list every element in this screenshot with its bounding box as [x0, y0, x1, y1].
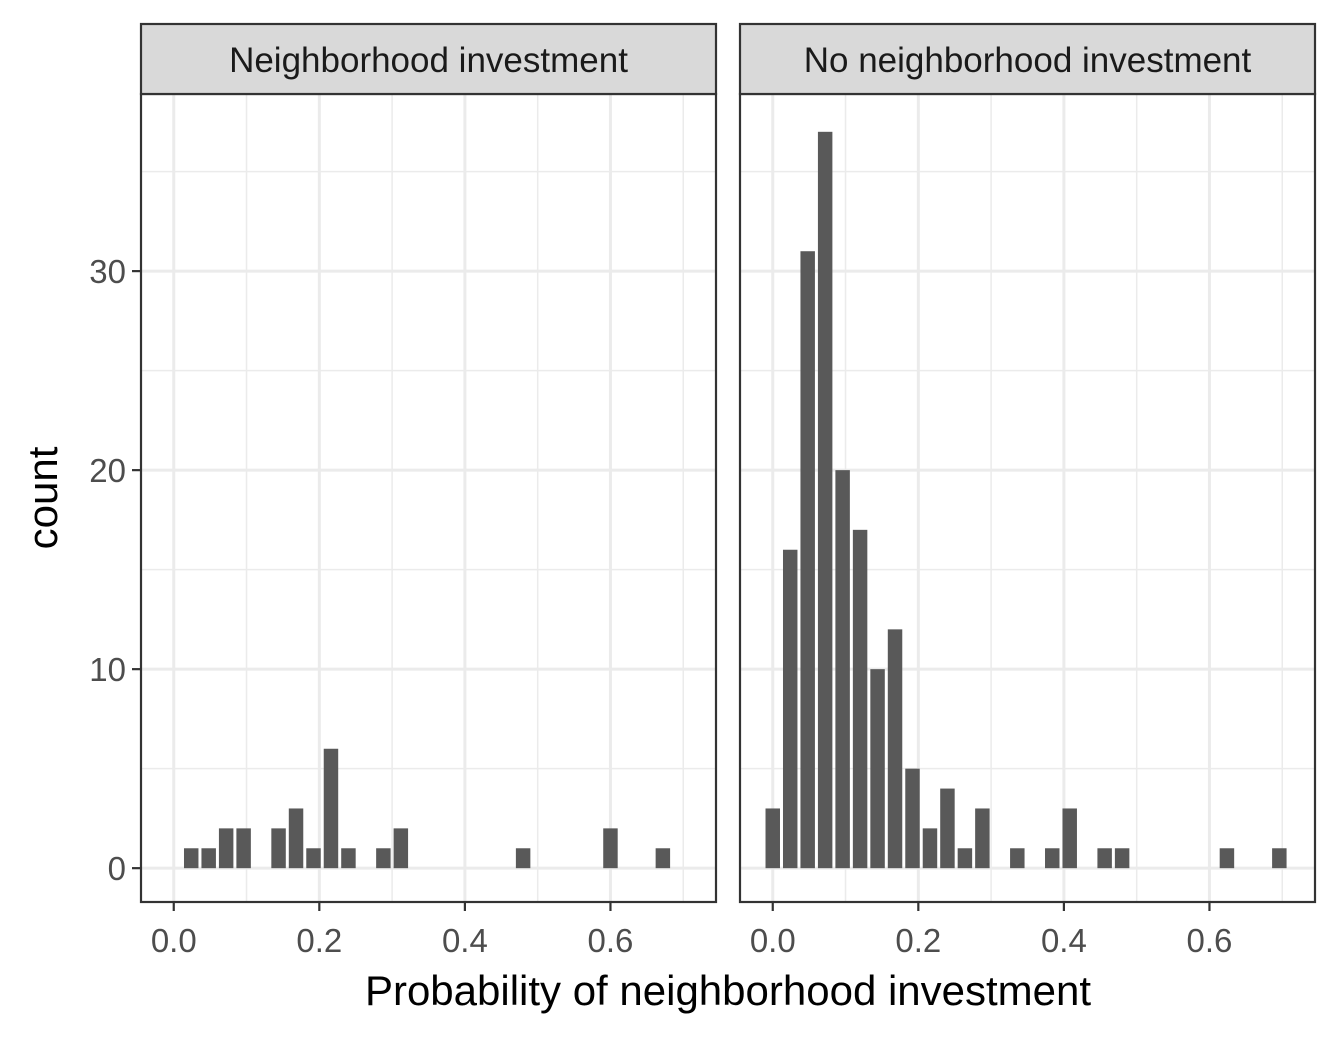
- x-tick-label: 0.0: [750, 922, 796, 959]
- histogram-bar: [655, 848, 671, 869]
- y-tick-label: 30: [89, 253, 126, 290]
- y-tick-label: 20: [89, 452, 126, 489]
- histogram-bar: [800, 251, 815, 869]
- y-axis-title: count: [19, 446, 66, 549]
- x-tick-label: 0.4: [1041, 922, 1087, 959]
- histogram-bar: [765, 808, 780, 869]
- histogram-bar: [852, 529, 868, 869]
- histogram-bar: [1045, 848, 1060, 869]
- y-tick-label: 0: [108, 850, 126, 887]
- histogram-bar: [835, 470, 850, 869]
- histogram-bar: [782, 549, 798, 869]
- facet-strip-label: Neighborhood investment: [229, 41, 628, 80]
- histogram-bar: [218, 828, 234, 869]
- histogram-bar: [957, 848, 973, 869]
- x-tick-label: 0.2: [895, 922, 941, 959]
- facet-strip: [738, 22, 1317, 96]
- histogram-bar: [1010, 848, 1025, 869]
- histogram-bar: [341, 848, 356, 869]
- x-tick-label: 0.6: [588, 922, 634, 959]
- histogram-bar: [515, 848, 531, 869]
- facet-panel: No neighborhood investment 0.0 0.2 0.4 0.6: [738, 22, 1317, 959]
- histogram-bar: [306, 848, 321, 869]
- facet-strip: [139, 22, 718, 96]
- histogram-bar: [817, 131, 833, 869]
- histogram-bar: [1219, 848, 1235, 869]
- histogram-bar: [236, 828, 251, 869]
- histogram-bar: [1097, 848, 1112, 869]
- facet-panel: Neighborhood investment 0.0 0.2 0.4 0.6: [139, 22, 718, 959]
- x-tick-label: 0.6: [1187, 922, 1233, 959]
- histogram-bar: [323, 748, 339, 869]
- x-tick-label: 0.2: [296, 922, 342, 959]
- x-axis-title: Probability of neighborhood investment: [365, 967, 1091, 1014]
- histogram-bar: [271, 828, 286, 869]
- histogram-bar: [975, 808, 990, 869]
- histogram-bar: [887, 629, 903, 869]
- histogram-bar: [201, 848, 216, 869]
- x-tick-label: 0.0: [151, 922, 197, 959]
- x-tick-label: 0.4: [442, 922, 488, 959]
- histogram-bar: [940, 788, 955, 869]
- histogram-bar: [603, 828, 618, 869]
- histogram-bar: [1114, 848, 1130, 869]
- panel-background: [141, 94, 716, 902]
- histogram-bar: [1062, 808, 1077, 869]
- histogram-bar: [393, 828, 409, 869]
- histogram-bar: [1272, 848, 1287, 869]
- y-axis: 0 10 20 30: [89, 253, 141, 887]
- histogram-bar: [905, 768, 920, 869]
- histogram-bar: [870, 669, 885, 869]
- facet-strip-label: No neighborhood investment: [804, 41, 1252, 80]
- histogram-bar: [376, 848, 391, 869]
- y-tick-label: 10: [89, 651, 126, 688]
- histogram-bar: [183, 848, 199, 869]
- histogram-bar: [922, 828, 938, 869]
- histogram-bar: [288, 808, 304, 869]
